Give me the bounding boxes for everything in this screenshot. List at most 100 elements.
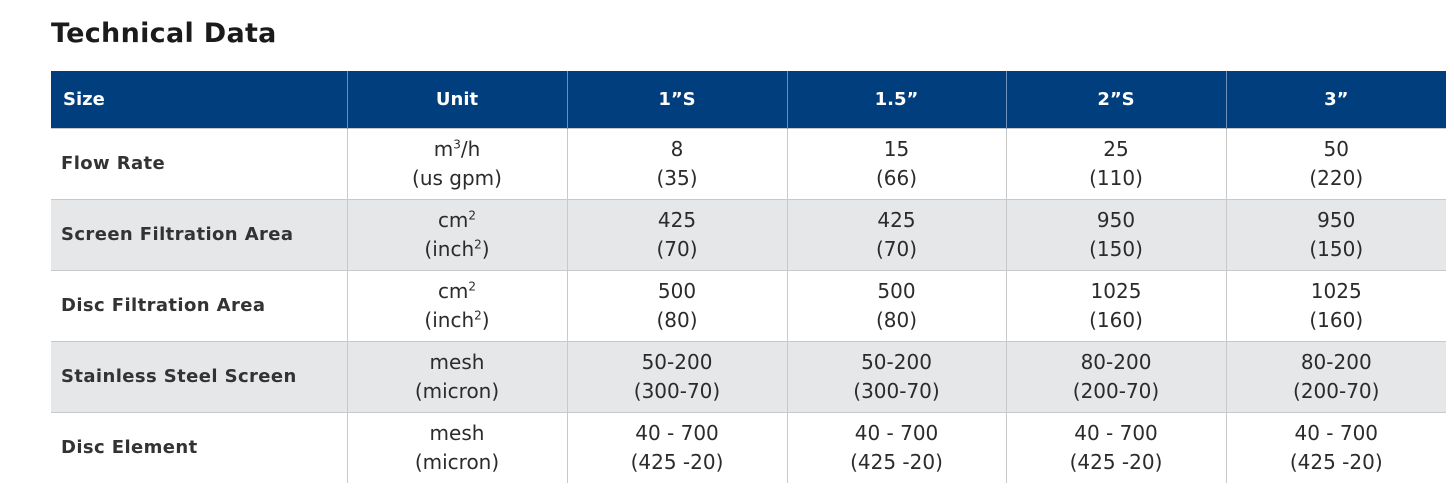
unit-base: cm <box>437 207 469 232</box>
unit-base: mesh <box>429 349 485 374</box>
header-size-3: 3” <box>1225 71 1446 128</box>
value-cell: 950 (150) <box>1005 198 1226 270</box>
value-primary: 500 <box>657 278 697 303</box>
table-row: Screen Filtration Area cm2 (inch2) 425 (70) 4… <box>51 198 1446 270</box>
value-primary: 425 <box>657 207 697 232</box>
value-cell: 80-200 (200-70) <box>1225 340 1446 412</box>
value-cell: 50-200 (300-70) <box>786 340 1006 412</box>
value-cell: 40 - 700 (425 -20) <box>566 411 787 483</box>
unit-line-primary: m3/h <box>348 135 567 164</box>
value-primary: 50-200 <box>861 349 932 374</box>
header-size-1s: 1”S <box>566 71 787 128</box>
page-title: Technical Data <box>51 18 277 49</box>
header-size-2s: 2”S <box>1005 71 1226 128</box>
unit-line-secondary: (inch2) <box>348 235 567 264</box>
unit-alt-base: (inch <box>424 307 475 332</box>
value-secondary: (160) <box>1309 307 1364 332</box>
unit-alt-exponent: 2 <box>474 236 482 251</box>
value-cell: 15 (66) <box>786 127 1006 199</box>
value-secondary: (160) <box>1089 307 1143 332</box>
value-cell: 425 (70) <box>786 198 1006 270</box>
value-secondary: (300-70) <box>633 378 721 403</box>
value-primary: 8 <box>670 136 684 161</box>
unit-alt-base: (micron) <box>414 449 500 474</box>
unit-cell: cm2 (inch2) <box>346 269 567 341</box>
value-cell: 8 (35) <box>566 127 787 199</box>
value-secondary: (110) <box>1089 165 1143 190</box>
value-cell: 500 (80) <box>566 269 787 341</box>
row-label: Disc Filtration Area <box>51 269 347 341</box>
unit-line-primary: mesh <box>348 419 567 448</box>
value-secondary: (425 -20) <box>850 449 943 474</box>
table-row: Disc Filtration Area cm2 (inch2) 500 (80) 500… <box>51 269 1446 341</box>
value-cell: 425 (70) <box>566 198 787 270</box>
value-primary: 80-200 <box>1300 349 1372 374</box>
value-primary: 500 <box>877 278 916 303</box>
value-primary: 425 <box>877 207 916 232</box>
value-cell: 500 (80) <box>786 269 1006 341</box>
value-cell: 50 (220) <box>1225 127 1446 199</box>
value-secondary: (425 -20) <box>630 449 724 474</box>
value-primary: 40 - 700 <box>1074 420 1158 445</box>
table-row: Flow Rate m3/h (us gpm) 8 (35) 15 (66) 25 (110) 5… <box>51 127 1446 199</box>
value-secondary: (70) <box>656 236 698 261</box>
value-primary: 950 <box>1317 207 1356 232</box>
value-primary: 50 <box>1323 136 1349 161</box>
row-label: Screen Filtration Area <box>51 198 347 270</box>
unit-line-secondary: (micron) <box>348 448 567 477</box>
unit-line-primary: cm2 <box>348 277 567 306</box>
unit-base: mesh <box>429 420 485 445</box>
value-primary: 40 - 700 <box>854 420 939 445</box>
value-primary: 40 - 700 <box>1294 420 1379 445</box>
value-cell: 40 - 700 (425 -20) <box>1005 411 1226 483</box>
value-secondary: (150) <box>1089 236 1143 261</box>
unit-alt-base: (us gpm) <box>412 165 502 190</box>
value-secondary: (150) <box>1309 236 1364 261</box>
value-primary: 80-200 <box>1080 349 1152 374</box>
unit-cell: cm2 (inch2) <box>346 198 567 270</box>
value-cell: 1025 (160) <box>1225 269 1446 341</box>
unit-line-primary: mesh <box>348 348 567 377</box>
unit-alt-suffix: ) <box>481 236 490 261</box>
value-primary: 950 <box>1096 207 1136 232</box>
value-primary: 50-200 <box>641 349 713 374</box>
unit-cell: mesh (micron) <box>346 411 567 483</box>
value-secondary: (70) <box>875 236 918 261</box>
value-secondary: (66) <box>875 165 918 190</box>
unit-line-primary: cm2 <box>348 206 567 235</box>
value-secondary: (425 -20) <box>1289 449 1383 474</box>
value-cell: 40 - 700 (425 -20) <box>1225 411 1446 483</box>
unit-exponent: 2 <box>468 278 477 293</box>
unit-line-secondary: (inch2) <box>348 306 567 335</box>
value-cell: 1025 (160) <box>1005 269 1226 341</box>
unit-exponent: 3 <box>453 136 461 151</box>
header-size: Size <box>63 88 105 110</box>
value-cell: 40 - 700 (425 -20) <box>786 411 1006 483</box>
unit-line-secondary: (us gpm) <box>348 164 567 193</box>
header-unit: Unit <box>346 71 567 128</box>
value-cell: 50-200 (300-70) <box>566 340 787 412</box>
value-cell: 950 (150) <box>1225 198 1446 270</box>
value-cell: 80-200 (200-70) <box>1005 340 1226 412</box>
value-secondary: (35) <box>656 165 698 190</box>
value-primary: 15 <box>883 136 910 161</box>
unit-alt-base: (micron) <box>414 378 500 403</box>
value-secondary: (220) <box>1309 165 1364 190</box>
row-label: Stainless Steel Screen <box>51 340 347 412</box>
unit-exponent: 2 <box>468 207 477 222</box>
unit-base: cm <box>437 278 469 303</box>
row-label: Disc Element <box>51 411 347 483</box>
value-primary: 40 - 700 <box>635 420 719 445</box>
value-primary: 25 <box>1103 136 1129 161</box>
unit-base: m <box>433 136 454 161</box>
value-primary: 1025 <box>1090 278 1142 303</box>
row-label: Flow Rate <box>51 127 347 199</box>
technical-data-table: Size Unit 1”S 1.5” 2”S 3” Flow Rate m3/h(… <box>51 71 1446 483</box>
header-size-1-5: 1.5” <box>786 71 1006 128</box>
unit-line-secondary: (micron) <box>348 377 567 406</box>
unit-alt-suffix: ) <box>481 307 490 332</box>
unit-alt-base: (inch <box>424 236 475 261</box>
unit-cell: mesh (micron) <box>346 340 567 412</box>
value-secondary: (200-70) <box>1293 378 1380 403</box>
table-header-row: Size Unit 1”S 1.5” 2”S 3” <box>51 71 1446 128</box>
